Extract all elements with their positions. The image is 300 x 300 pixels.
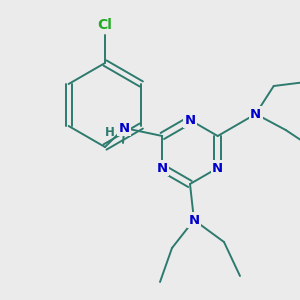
Text: N: N <box>212 161 223 175</box>
Text: Cl: Cl <box>98 18 112 32</box>
Text: N: N <box>119 122 130 134</box>
Text: N: N <box>184 113 196 127</box>
Text: N: N <box>250 107 261 121</box>
Text: N: N <box>157 161 168 175</box>
Text: N: N <box>188 214 200 226</box>
Text: H: H <box>105 125 115 139</box>
